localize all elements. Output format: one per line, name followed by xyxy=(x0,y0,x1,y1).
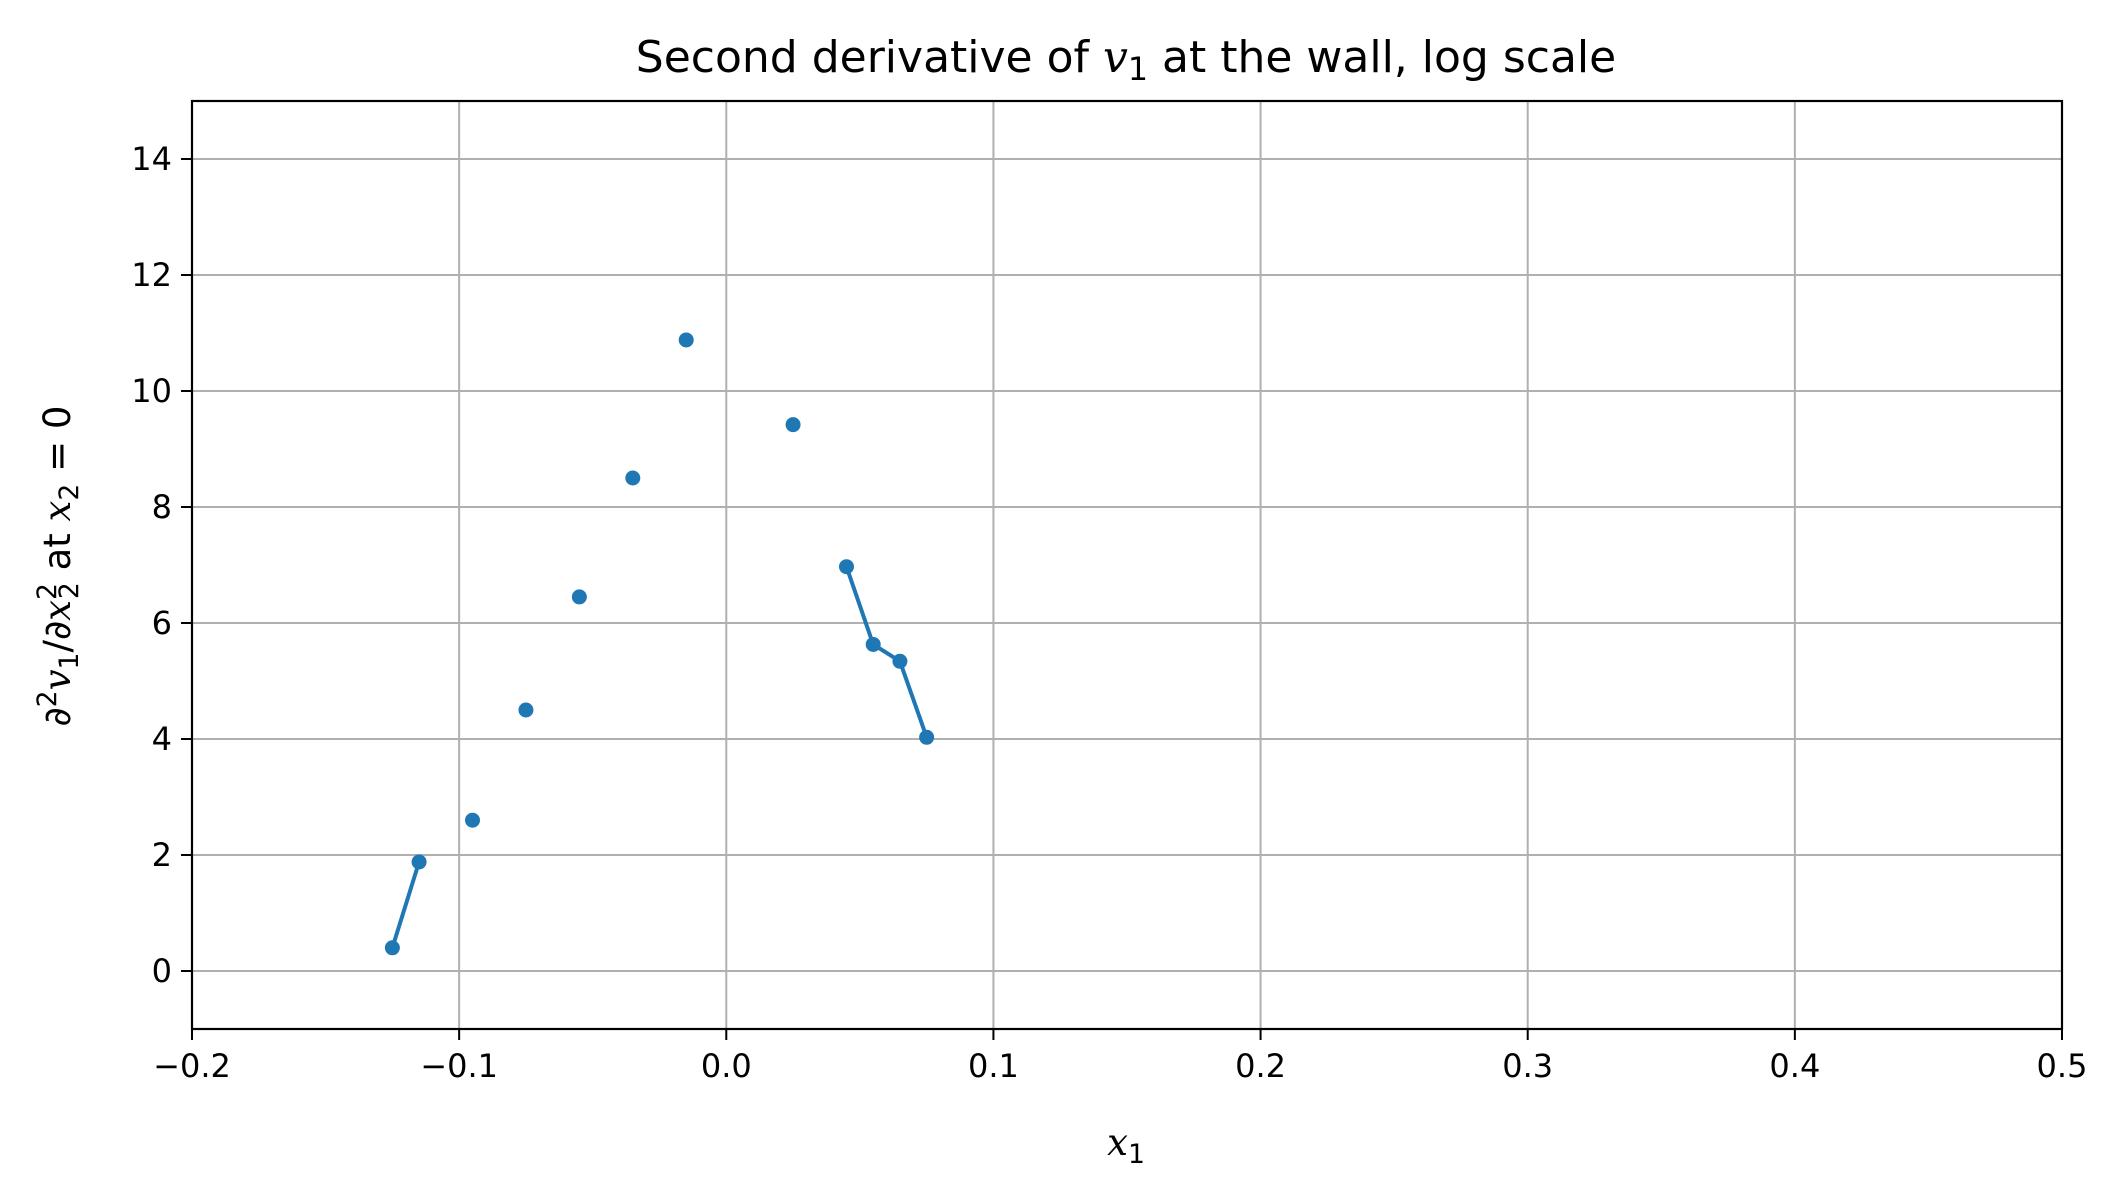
y-tick-label: 6 xyxy=(152,604,172,642)
y-tick-label: 14 xyxy=(131,140,172,178)
x-tick-label: 0.2 xyxy=(1235,1047,1286,1085)
x-tick-label: −0.1 xyxy=(420,1047,498,1085)
x-tick-label: 0.0 xyxy=(701,1047,752,1085)
data-point xyxy=(518,702,534,718)
x-tick-label: 0.1 xyxy=(968,1047,1019,1085)
ticks: −0.2 −0.1 0.0 0.1 0.2 0.3 0.4 0.5 0 2 4 6 8 10 12 14 xyxy=(131,140,2087,1085)
data-point xyxy=(865,636,881,652)
data-point xyxy=(625,470,641,486)
data-point xyxy=(678,332,694,348)
y-tick-label: 0 xyxy=(152,952,172,990)
y-tick-label: 8 xyxy=(152,488,172,526)
data-point xyxy=(465,812,480,828)
data-point xyxy=(411,854,427,870)
y-axis-label: ∂2v1/∂x22 at x2 = 0 xyxy=(32,406,85,727)
x-tick-label: −0.2 xyxy=(153,1047,231,1085)
data-point xyxy=(785,417,801,433)
x-tick-label: 0.3 xyxy=(1502,1047,1553,1085)
data-point xyxy=(571,589,587,605)
plot-frame xyxy=(190,99,2064,1031)
series-line-segment xyxy=(390,859,422,950)
data-point xyxy=(919,729,935,745)
x-axis-label: x1 xyxy=(1107,1121,1145,1170)
data-point xyxy=(892,653,908,669)
x-tick-label: 0.5 xyxy=(2037,1047,2088,1085)
grid xyxy=(191,101,2063,1029)
data-point xyxy=(384,940,400,956)
y-tick-label: 4 xyxy=(152,720,172,758)
y-tick-label: 2 xyxy=(152,836,172,874)
series-line-segment xyxy=(844,564,876,647)
data-point xyxy=(839,559,854,575)
chart-title: Second derivative of v1 at the wall, log… xyxy=(636,32,1616,88)
y-tick-label: 10 xyxy=(131,372,172,410)
data-series xyxy=(384,332,935,956)
series-line-segment xyxy=(897,659,929,740)
x-tick-label: 0.4 xyxy=(1769,1047,1820,1085)
y-tick-label: 12 xyxy=(131,256,172,294)
